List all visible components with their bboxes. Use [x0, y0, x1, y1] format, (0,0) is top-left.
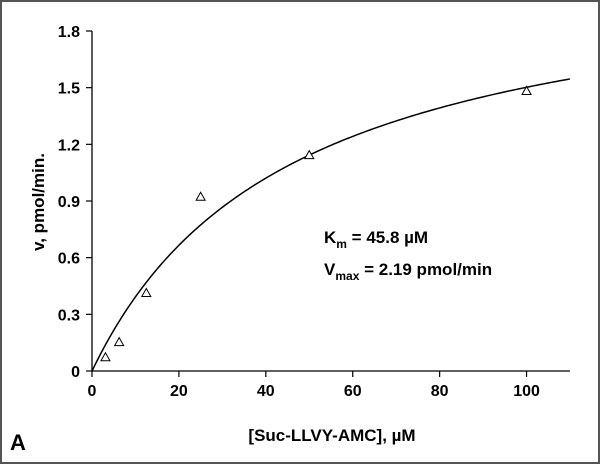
- y-tick-label: 0: [71, 364, 80, 381]
- y-tick-label: 0.9: [58, 194, 80, 211]
- chart: 0 0.3 0.6 0.9 1.2 1.5 1.8 0 20 40 60 80 100 v, pmol/…: [10, 24, 571, 455]
- x-tick-label: 80: [431, 383, 449, 400]
- data-point: [303, 149, 315, 160]
- vmax-value: = 2.19 pmol/min: [359, 260, 492, 279]
- x-tick-label: 0: [88, 383, 97, 400]
- km-subscript: m: [336, 237, 347, 251]
- x-tick-label: 100: [513, 383, 540, 400]
- data-point: [100, 351, 111, 362]
- vmax-symbol: V: [324, 260, 336, 279]
- x-tick-label: 20: [170, 383, 188, 400]
- x-axis-label: [Suc-LLVY-AMC], µM: [248, 426, 415, 445]
- data-point: [521, 85, 532, 95]
- y-axis-label: v, pmol/min.: [29, 153, 48, 251]
- fit-curve: [91, 78, 571, 372]
- axes: [91, 31, 570, 372]
- data-point: [113, 336, 125, 347]
- tick-group: 0 0.3 0.6 0.9 1.2 1.5 1.8 0 20 40 60 80 100: [58, 24, 540, 400]
- km-value: = 45.8 µM: [347, 228, 428, 247]
- vmax-subscript: max: [335, 269, 359, 283]
- y-tick-label: 1.5: [58, 81, 80, 98]
- y-tick-label: 0.6: [58, 251, 80, 268]
- km-annotation: Km = 45.8 µM: [324, 228, 428, 251]
- x-tick-label: 60: [344, 383, 362, 400]
- km-symbol: K: [324, 228, 337, 247]
- x-tick-label: 40: [257, 383, 275, 400]
- data-points: [100, 85, 532, 362]
- panel-label: A: [10, 430, 26, 455]
- data-point: [195, 191, 206, 201]
- vmax-annotation: Vmax = 2.19 pmol/min: [324, 260, 492, 283]
- data-point: [140, 287, 152, 298]
- y-tick-label: 1.8: [58, 24, 80, 41]
- y-tick-label: 1.2: [58, 137, 80, 154]
- y-tick-label: 0.3: [58, 307, 80, 324]
